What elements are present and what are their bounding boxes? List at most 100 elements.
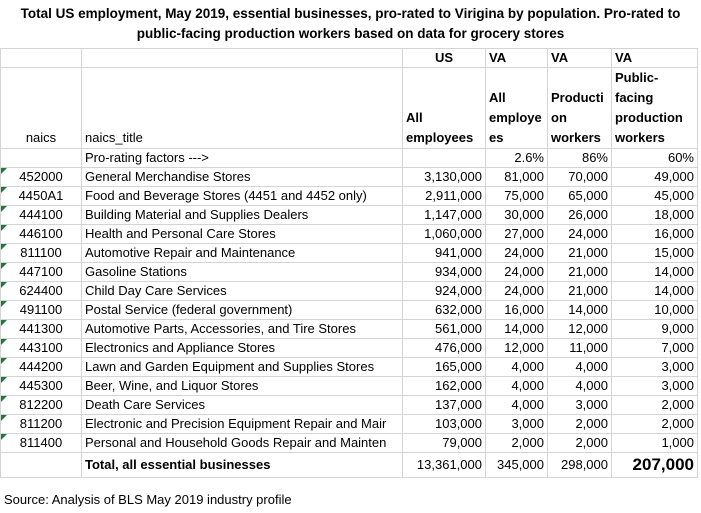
naics-title-cell[interactable]: Electronic and Precision Equipment Repai… [81,414,403,434]
naics-cell[interactable]: 452000 [0,167,82,187]
production-workers-cell[interactable]: 4,000 [547,357,612,377]
production-workers-cell[interactable]: 65,000 [547,186,612,206]
va-employees-cell[interactable]: 24,000 [485,281,548,301]
public-facing-cell[interactable]: 2,000 [611,414,698,434]
empty-cell[interactable] [0,48,82,68]
empty-cell[interactable] [402,148,486,168]
va-employees-cell[interactable]: 75,000 [485,186,548,206]
va-employees-cell[interactable]: 4,000 [485,357,548,377]
factor-production[interactable]: 86% [547,148,612,168]
naics-cell[interactable]: 4450A1 [0,186,82,206]
production-workers-cell[interactable]: 21,000 [547,243,612,263]
factors-label[interactable]: Pro-rating factors ---> [81,148,403,168]
public-facing-cell[interactable]: 9,000 [611,319,698,339]
naics-cell[interactable]: 444200 [0,357,82,377]
production-workers-cell[interactable]: 21,000 [547,262,612,282]
va-employees-cell[interactable]: 27,000 [485,224,548,244]
naics-cell[interactable]: 445300 [0,376,82,396]
total-va[interactable]: 345,000 [485,452,548,478]
naics-title-cell[interactable]: Beer, Wine, and Liquor Stores [81,376,403,396]
va-employees-cell[interactable]: 3,000 [485,414,548,434]
va-employees-cell[interactable]: 4,000 [485,395,548,415]
production-workers-cell[interactable]: 2,000 [547,433,612,453]
group-header-us[interactable]: US [402,48,486,68]
total-label[interactable]: Total, all essential businesses [81,452,403,478]
empty-cell[interactable] [0,148,82,168]
public-facing-cell[interactable]: 10,000 [611,300,698,320]
public-facing-cell[interactable]: 3,000 [611,376,698,396]
naics-title-cell[interactable]: Gasoline Stations [81,262,403,282]
us-employees-cell[interactable]: 632,000 [402,300,486,320]
us-employees-cell[interactable]: 162,000 [402,376,486,396]
public-facing-cell[interactable]: 3,000 [611,357,698,377]
public-facing-cell[interactable]: 16,000 [611,224,698,244]
header-public-facing[interactable]: Public-facing production workers [611,67,698,149]
naics-cell[interactable]: 811100 [0,243,82,263]
va-employees-cell[interactable]: 81,000 [485,167,548,187]
naics-title-cell[interactable]: Food and Beverage Stores (4451 and 4452 … [81,186,403,206]
us-employees-cell[interactable]: 3,130,000 [402,167,486,187]
total-us[interactable]: 13,361,000 [402,452,486,478]
va-employees-cell[interactable]: 24,000 [485,243,548,263]
naics-cell[interactable]: 446100 [0,224,82,244]
empty-cell[interactable] [81,48,403,68]
naics-cell[interactable]: 812200 [0,395,82,415]
production-workers-cell[interactable]: 26,000 [547,205,612,225]
us-employees-cell[interactable]: 103,000 [402,414,486,434]
va-employees-cell[interactable]: 16,000 [485,300,548,320]
naics-cell[interactable]: 811200 [0,414,82,434]
public-facing-cell[interactable]: 14,000 [611,281,698,301]
group-header-va[interactable]: VA [611,48,698,68]
empty-cell[interactable] [0,452,82,478]
va-employees-cell[interactable]: 24,000 [485,262,548,282]
production-workers-cell[interactable]: 14,000 [547,300,612,320]
factor-public[interactable]: 60% [611,148,698,168]
us-employees-cell[interactable]: 561,000 [402,319,486,339]
production-workers-cell[interactable]: 2,000 [547,414,612,434]
header-production-workers[interactable]: Producti on workers [547,67,612,149]
production-workers-cell[interactable]: 11,000 [547,338,612,358]
factor-va-all[interactable]: 2.6% [485,148,548,168]
us-employees-cell[interactable]: 934,000 [402,262,486,282]
us-employees-cell[interactable]: 941,000 [402,243,486,263]
us-employees-cell[interactable]: 476,000 [402,338,486,358]
us-employees-cell[interactable]: 1,060,000 [402,224,486,244]
us-employees-cell[interactable]: 924,000 [402,281,486,301]
naics-cell[interactable]: 624400 [0,281,82,301]
va-employees-cell[interactable]: 4,000 [485,376,548,396]
va-employees-cell[interactable]: 30,000 [485,205,548,225]
naics-title-cell[interactable]: Automotive Parts, Accessories, and Tire … [81,319,403,339]
header-naics[interactable]: naics [0,67,82,149]
production-workers-cell[interactable]: 3,000 [547,395,612,415]
header-va-all-employees[interactable]: All employe es [485,67,548,149]
public-facing-cell[interactable]: 49,000 [611,167,698,187]
naics-cell[interactable]: 811400 [0,433,82,453]
naics-title-cell[interactable]: General Merchandise Stores [81,167,403,187]
public-facing-cell[interactable]: 45,000 [611,186,698,206]
naics-title-cell[interactable]: Automotive Repair and Maintenance [81,243,403,263]
us-employees-cell[interactable]: 79,000 [402,433,486,453]
naics-title-cell[interactable]: Death Care Services [81,395,403,415]
group-header-va[interactable]: VA [485,48,548,68]
naics-cell[interactable]: 444100 [0,205,82,225]
production-workers-cell[interactable]: 24,000 [547,224,612,244]
public-facing-cell[interactable]: 2,000 [611,395,698,415]
public-facing-cell[interactable]: 7,000 [611,338,698,358]
production-workers-cell[interactable]: 21,000 [547,281,612,301]
public-facing-cell[interactable]: 1,000 [611,433,698,453]
naics-title-cell[interactable]: Personal and Household Goods Repair and … [81,433,403,453]
naics-title-cell[interactable]: Postal Service (federal government) [81,300,403,320]
us-employees-cell[interactable]: 165,000 [402,357,486,377]
naics-cell[interactable]: 491100 [0,300,82,320]
us-employees-cell[interactable]: 1,147,000 [402,205,486,225]
us-employees-cell[interactable]: 2,911,000 [402,186,486,206]
group-header-va[interactable]: VA [547,48,612,68]
va-employees-cell[interactable]: 12,000 [485,338,548,358]
naics-title-cell[interactable]: Child Day Care Services [81,281,403,301]
va-employees-cell[interactable]: 2,000 [485,433,548,453]
public-facing-cell[interactable]: 15,000 [611,243,698,263]
header-naics-title[interactable]: naics_title [81,67,403,149]
naics-cell[interactable]: 441300 [0,319,82,339]
total-public-facing[interactable]: 207,000 [611,452,698,478]
header-all-employees[interactable]: All employees [402,67,486,149]
